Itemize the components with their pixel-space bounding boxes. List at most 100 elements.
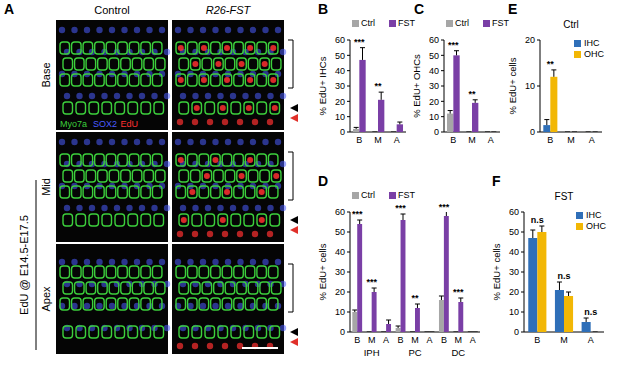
error-cap — [391, 132, 396, 133]
nucleus — [164, 161, 170, 167]
x-tick-label: B — [354, 335, 360, 345]
edu-nucleus — [259, 189, 265, 195]
hair-cell — [109, 58, 119, 70]
hair-cell — [248, 58, 257, 70]
legend-label: FST — [398, 190, 416, 200]
y-tick-label: 30 — [509, 267, 519, 277]
error-bar — [468, 332, 473, 333]
error-line — [532, 230, 533, 238]
micrograph — [172, 20, 286, 130]
x-tick-label: B — [398, 335, 404, 345]
y-axis-label: % EdU+ cells — [491, 243, 502, 300]
nucleus — [96, 303, 102, 309]
hair-cell — [222, 266, 232, 278]
hair-cell — [83, 74, 93, 86]
hair-cell — [76, 102, 86, 114]
bar — [367, 332, 372, 333]
error-cap — [448, 110, 453, 111]
hair-cell — [118, 42, 128, 54]
hair-cell — [231, 102, 241, 114]
panel-letter: D — [318, 173, 328, 189]
nucleus — [275, 139, 281, 145]
y-tick-label: 40 — [335, 247, 345, 257]
error-cap — [396, 326, 401, 327]
hair-cell — [89, 214, 99, 226]
error-line — [541, 226, 542, 232]
nucleus — [134, 259, 140, 265]
micrograph-bg — [56, 244, 168, 354]
bar — [592, 132, 599, 133]
error-bar — [551, 70, 556, 77]
hair-cell — [89, 102, 99, 114]
hair-cell — [83, 266, 93, 278]
error-line — [553, 70, 554, 77]
y-axis — [524, 212, 525, 332]
nucleus — [205, 93, 211, 99]
hair-cell — [72, 154, 82, 166]
hair-cell — [225, 282, 235, 294]
hair-cell — [225, 170, 235, 182]
micrograph — [172, 244, 286, 354]
hair-cell — [245, 298, 255, 310]
hair-cell — [63, 102, 73, 114]
nucleus — [280, 205, 286, 211]
scale-bar — [242, 347, 278, 349]
marks — [543, 70, 597, 132]
hair-cell — [83, 186, 93, 198]
hair-cell — [141, 102, 151, 114]
hair-cell — [245, 266, 255, 278]
nucleus — [242, 205, 248, 211]
hair-cell — [95, 266, 105, 278]
error-line — [546, 120, 547, 126]
error-cap — [566, 292, 571, 293]
error-bar — [544, 120, 549, 126]
hair-cell — [102, 326, 112, 338]
chart: C% EdU+ OHCs0102030405060BMA*****CtrlFST — [411, 1, 510, 145]
bar — [543, 125, 550, 132]
legend-swatch — [576, 223, 583, 230]
nucleus — [134, 139, 140, 145]
edu-nucleus — [247, 157, 253, 163]
hair-cell — [271, 170, 281, 182]
edu-nucleus — [207, 119, 213, 125]
micrograph — [56, 132, 170, 242]
hair-cell — [260, 282, 270, 294]
hair-cell — [141, 186, 151, 198]
group-label: DC — [451, 347, 465, 358]
legend-swatch — [389, 192, 396, 199]
hair-cell — [106, 186, 116, 198]
group-label: IPH — [364, 347, 380, 358]
error-cap — [557, 282, 562, 283]
nucleus — [71, 139, 77, 145]
hair-cell — [86, 58, 96, 70]
error-bar — [439, 296, 444, 300]
error-bar — [415, 304, 420, 308]
nucleus — [159, 27, 165, 33]
legend: IHCOHC — [576, 210, 607, 231]
hair-cell — [176, 298, 186, 310]
error-bar — [410, 332, 415, 333]
significance: *** — [448, 40, 459, 50]
edu-nucleus — [270, 45, 276, 51]
x-tick-label: M — [468, 135, 476, 145]
hair-cell — [270, 326, 280, 338]
hair-cell — [141, 214, 151, 226]
error-line — [441, 296, 442, 300]
nucleus — [164, 325, 170, 331]
edu-nucleus — [247, 77, 253, 83]
nucleus — [151, 93, 157, 99]
hair-cell — [63, 170, 73, 182]
hair-cell — [231, 214, 241, 226]
error-cap — [415, 304, 420, 305]
y-tick-label: 40 — [509, 247, 519, 257]
error-cap — [491, 132, 496, 133]
nucleus — [280, 93, 286, 99]
error-bar — [458, 298, 463, 302]
hair-cell — [95, 42, 105, 54]
x-tick-label: M — [374, 135, 382, 145]
hair-cell — [106, 266, 116, 278]
bar — [491, 132, 497, 133]
legend-label: FST — [492, 18, 510, 28]
bar — [397, 124, 403, 132]
hair-cell — [95, 298, 105, 310]
